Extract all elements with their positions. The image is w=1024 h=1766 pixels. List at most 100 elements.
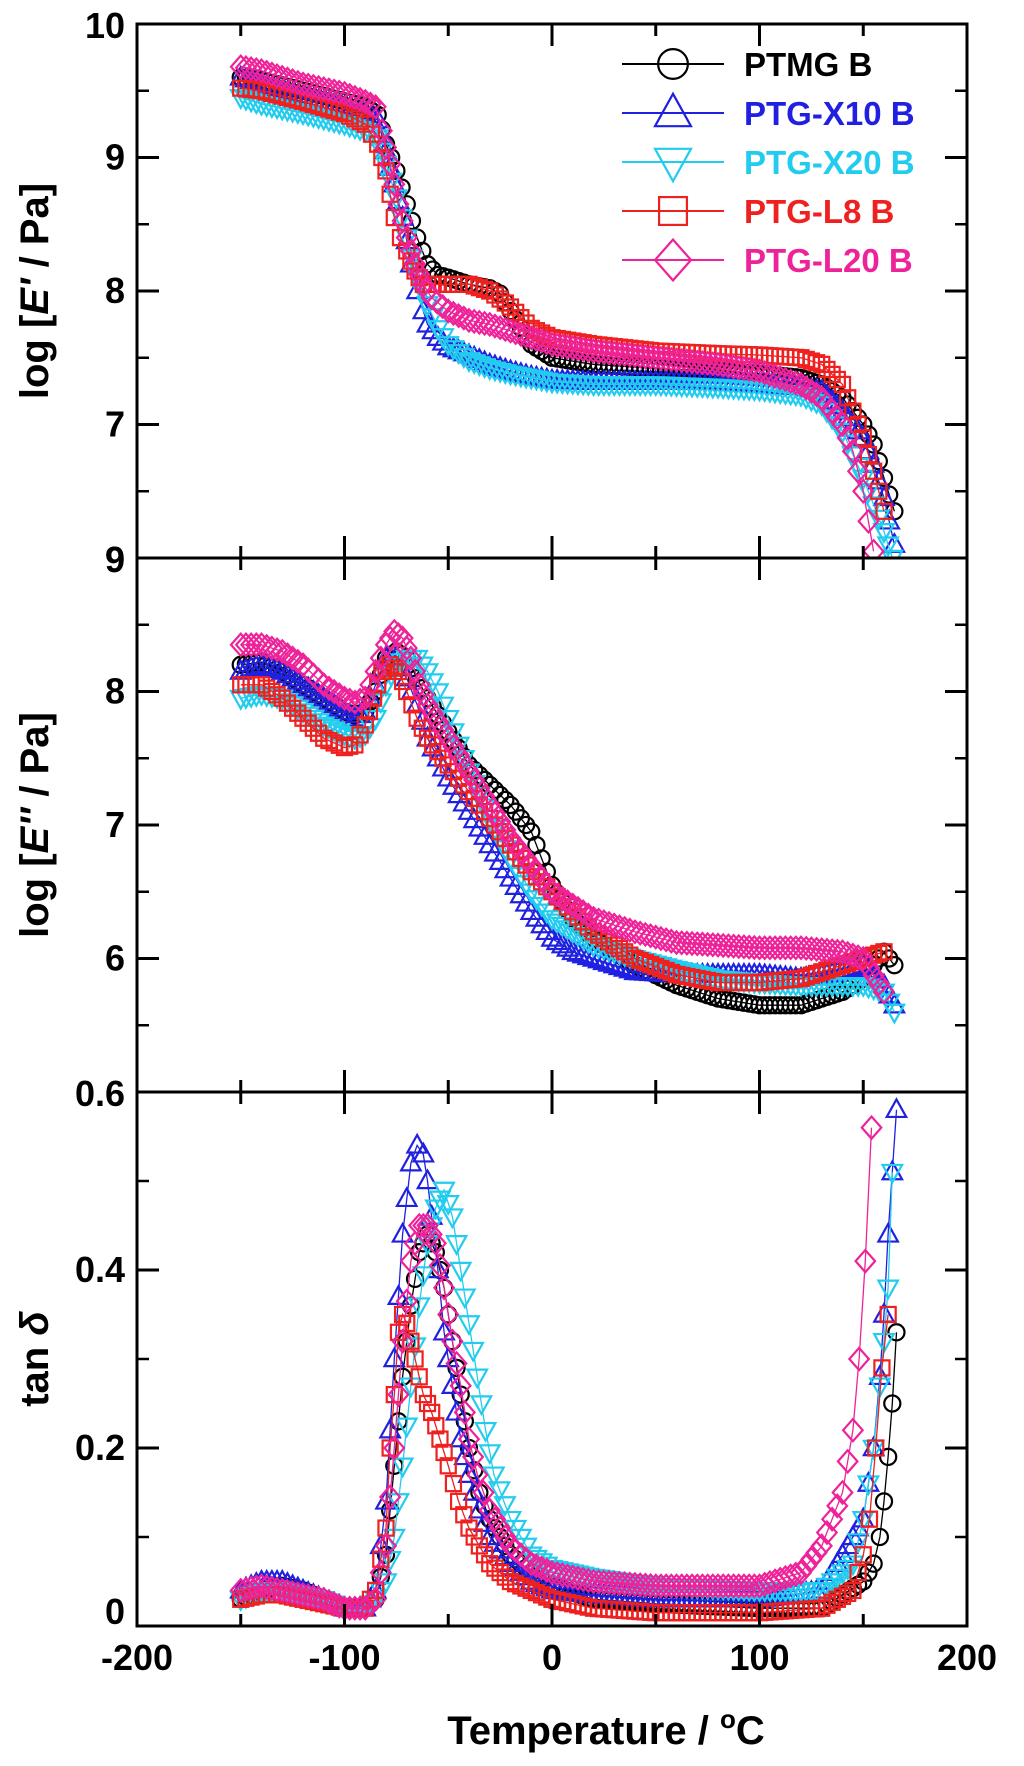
data-point	[841, 438, 865, 464]
data-point	[402, 252, 420, 270]
data-point	[540, 925, 564, 947]
data-point	[482, 1466, 506, 1488]
data-point	[820, 938, 844, 964]
data-point	[374, 1533, 398, 1559]
data-point	[364, 94, 387, 120]
data-point	[743, 934, 766, 961]
data-point	[239, 1575, 263, 1601]
data-point	[416, 692, 439, 718]
data-point	[440, 1373, 465, 1394]
data-point	[670, 930, 693, 956]
data-point	[439, 1457, 457, 1475]
y-tick-label: 7	[105, 804, 125, 845]
data-point	[665, 1573, 688, 1599]
data-point	[805, 1539, 828, 1566]
y-tick-label: 6	[105, 938, 125, 979]
data-point	[431, 717, 455, 743]
data-point	[478, 1444, 502, 1466]
data-point	[249, 652, 274, 674]
data-point	[457, 352, 481, 374]
data-point	[412, 682, 435, 708]
data-point	[732, 934, 756, 960]
data-point	[491, 1563, 509, 1582]
data-point	[686, 931, 709, 957]
data-point	[779, 1563, 802, 1589]
data-point	[856, 1475, 881, 1497]
data-point	[722, 933, 745, 959]
data-point	[566, 895, 590, 922]
data-point	[794, 1553, 818, 1579]
data-point	[577, 902, 600, 928]
y-tick-label: 0.2	[75, 1427, 125, 1468]
data-point	[784, 1561, 808, 1587]
data-point	[864, 462, 883, 480]
data-point	[452, 348, 476, 370]
data-point	[654, 1573, 678, 1599]
data-point	[312, 672, 335, 698]
data-point	[825, 1568, 849, 1590]
data-point	[839, 1584, 857, 1603]
data-point	[849, 415, 867, 434]
data-point	[686, 349, 709, 375]
x-tick-label: 0	[542, 1637, 562, 1678]
data-point	[354, 88, 377, 115]
data-point	[587, 1569, 610, 1595]
data-point	[675, 1573, 699, 1599]
data-point	[618, 342, 642, 368]
data-point	[306, 713, 331, 735]
data-point	[431, 293, 454, 320]
data-point	[299, 714, 317, 732]
data-point	[860, 1114, 883, 1141]
data-point	[403, 251, 427, 278]
data-point	[486, 1559, 504, 1577]
data-point	[420, 284, 443, 311]
data-point	[784, 935, 808, 961]
data-point	[341, 737, 359, 755]
legend-item-ptmg-b: PTMG B	[622, 46, 872, 83]
data-point	[359, 1591, 382, 1617]
data-point	[369, 1559, 393, 1586]
data-point	[481, 1555, 499, 1573]
data-point	[623, 342, 647, 369]
data-point	[387, 1381, 410, 1408]
data-point	[846, 1533, 870, 1555]
data-point	[461, 1341, 485, 1363]
data-point	[862, 962, 885, 988]
data-point	[255, 653, 279, 675]
data-point	[496, 294, 514, 312]
y-tick-label: 9	[105, 539, 125, 580]
data-point	[467, 356, 491, 378]
data-point	[634, 343, 657, 370]
data-point	[281, 665, 305, 687]
data-point	[432, 1275, 456, 1301]
data-point	[836, 1559, 860, 1581]
data-point	[876, 536, 900, 558]
data-point	[496, 790, 515, 810]
panels: 10 9 8 7 9 log [E' / Pa]9 8 7 6 0.6 log [E'' / Pa]…	[13, 5, 969, 1632]
data-point	[420, 1221, 443, 1248]
panel-top: 10 9 8 7 9 log [E' / Pa]	[13, 5, 969, 580]
data-point	[478, 792, 501, 818]
data-point	[872, 979, 896, 1005]
data-point	[462, 354, 486, 376]
data-point	[447, 302, 470, 329]
legend-marker	[657, 48, 689, 80]
data-point	[813, 1599, 831, 1617]
data-point	[847, 1346, 871, 1372]
data-point	[613, 1571, 636, 1597]
data-point	[880, 1163, 904, 1185]
x-tick-label: 100	[729, 1637, 789, 1678]
data-point	[402, 1332, 420, 1350]
data-point	[425, 289, 449, 315]
data-point	[737, 934, 761, 960]
data-point	[686, 1573, 709, 1599]
data-point	[435, 1443, 453, 1462]
y-tick-label: 10	[85, 5, 125, 46]
y-axis-title: tan δ	[13, 1311, 57, 1407]
data-point	[828, 1590, 846, 1608]
data-point	[442, 300, 465, 327]
legend-marker	[653, 91, 693, 128]
data-point	[833, 375, 852, 394]
data-point	[275, 662, 300, 684]
data-point	[434, 1278, 454, 1297]
